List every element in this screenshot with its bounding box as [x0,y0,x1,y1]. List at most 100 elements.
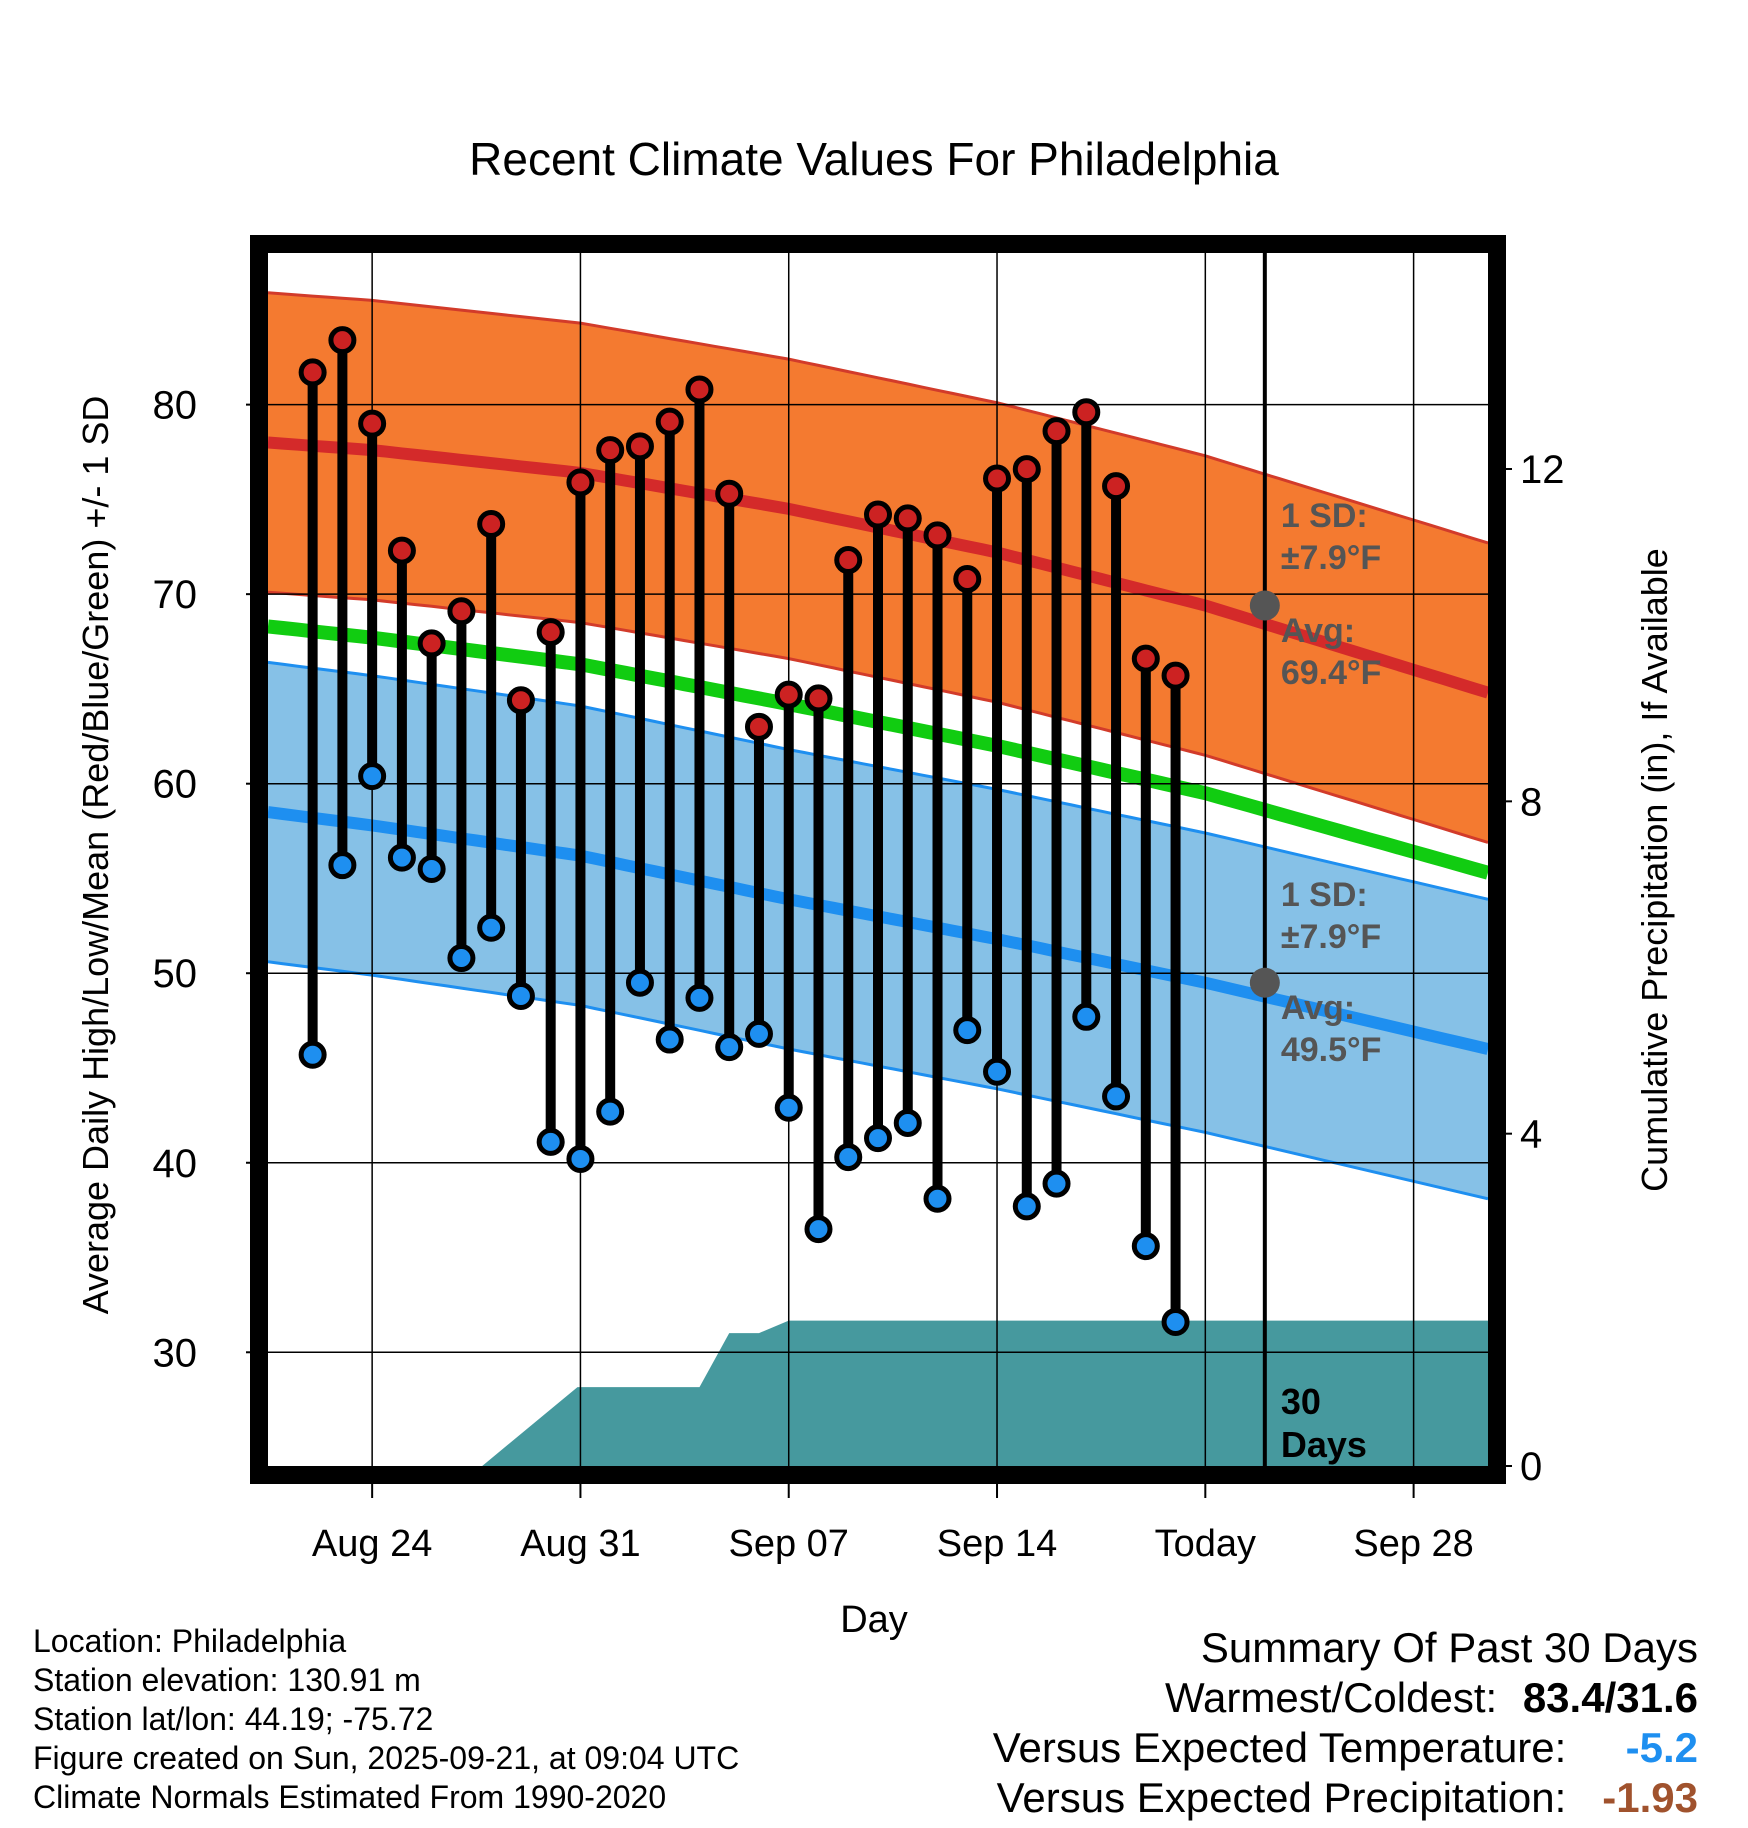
warm-cold-value: 83.4/31.6 [1522,1674,1698,1721]
temp-label: Versus Expected Temperature: [992,1724,1567,1771]
low-temp-point [744,1019,773,1048]
y-tick-label: 30 [153,1331,198,1375]
warm-cold-label: Warmest/Coldest: [1164,1674,1498,1721]
high-temp-point [1072,398,1101,427]
high-temp-point [387,536,416,565]
info-location: Location: Philadelphia [33,1623,347,1659]
high-temp-point [477,510,506,539]
high-temp-point [715,479,744,508]
high-sd-value: ±7.9°F [1281,539,1381,577]
high-temp-point [298,358,327,387]
x-tick-label: Sep 07 [729,1523,849,1565]
high-sd-label: 1 SD: [1281,497,1368,535]
high-temp-point [1161,661,1190,690]
y2-tick-label: 4 [1520,1113,1542,1157]
info-normals: Climate Normals Estimated From 1990-2020 [33,1779,667,1815]
low-temp-point [655,1025,684,1054]
high-temp-point [1042,417,1071,446]
low-temp-point [834,1143,863,1172]
x-axis-label: Day [840,1599,908,1641]
low-temp-point [774,1093,803,1122]
summary-precip: Versus Expected Precipitation: -1.93 [997,1774,1698,1822]
y-tick-label: 70 [153,573,198,617]
high-temp-point [864,500,892,529]
low-temp-point [983,1057,1012,1086]
low-temp-point [298,1040,327,1069]
low-temp-point [536,1127,565,1156]
low-temp-point [566,1144,595,1173]
info-created: Figure created on Sun, 2025-09-21, at 09… [33,1740,740,1776]
high-temp-point [1131,644,1160,673]
info-elevation: Station elevation: 130.91 m [33,1662,421,1698]
info-latlon: Station lat/lon: 44.19; -75.72 [33,1701,434,1737]
high-temp-point [358,409,387,438]
low-temp-point [358,762,387,791]
precip-value: -1.93 [1602,1774,1698,1821]
low-temp-point [1042,1169,1071,1198]
high-temp-point [1012,455,1041,484]
high-temp-point [536,618,565,647]
high-temp-point [804,684,833,713]
chart-title: Recent Climate Values For Philadelphia [469,133,1279,185]
high-temp-point [506,686,535,715]
summary-title: Summary Of Past 30 Days [1200,1624,1698,1671]
low-temp-point [953,1016,982,1045]
station-info: Location: Philadelphia Station elevation… [33,1622,739,1817]
y2-tick-label: 0 [1520,1445,1542,1489]
low-temp-point [625,968,654,997]
low-temp-point [1012,1192,1041,1221]
low-temp-point [1131,1232,1160,1261]
x-tick-label: Aug 24 [312,1523,432,1565]
precip-area [268,1320,1488,1466]
low-temp-point [1102,1082,1131,1111]
low-temp-point [477,913,506,942]
x-tick-label: Sep 14 [937,1523,1057,1565]
low-temp-point [893,1108,922,1137]
high-temp-point [596,436,625,465]
low-avg-label: Avg: [1281,989,1355,1027]
high-temp-point [893,504,922,533]
low-temp-point [1161,1307,1190,1336]
y-tick-label: 80 [153,384,198,428]
low-temp-point [387,843,416,872]
low-temp-point [864,1124,892,1153]
low-avg-marker [1249,967,1280,998]
high-temp-point [655,407,684,436]
summary-temp: Versus Expected Temperature: -5.2 [993,1724,1698,1772]
high-temp-point [417,629,446,658]
high-temp-point [447,597,476,626]
high-temp-point [328,326,357,355]
y2-tick-label: 12 [1520,448,1565,492]
y2-tick-label: 8 [1520,780,1542,824]
low-temp-point [596,1097,625,1126]
high-avg-marker [1249,590,1280,621]
high-avg-value: 69.4°F [1281,654,1382,692]
high-temp-point [953,564,982,593]
y-tick-label: 50 [153,952,198,996]
x-tick-label: Sep 28 [1353,1523,1473,1565]
low-temp-point [923,1184,952,1213]
low-temp-point [328,851,357,880]
low-temp-point [447,944,476,973]
high-avg-label: Avg: [1281,612,1355,650]
high-temp-point [834,546,863,575]
low-temp-point [804,1215,833,1244]
high-temp-point [566,468,595,497]
high-temp-point [983,464,1012,493]
low-temp-point [417,854,446,883]
x-tick-label: Aug 31 [520,1523,640,1565]
y-axis-label: Average Daily High/Low/Mean (Red/Blue/Gr… [75,396,116,1315]
low-sd-value: ±7.9°F [1281,918,1381,956]
precip-label: Versus Expected Precipitation: [996,1774,1567,1821]
low-avg-value: 49.5°F [1281,1031,1382,1069]
high-temp-point [774,680,803,709]
days-word: Days [1281,1424,1367,1465]
high-sd-upper-edge [268,291,1488,545]
low-sd-label: 1 SD: [1281,876,1368,914]
x-tick-label: Today [1155,1523,1256,1565]
summary-warm-cold: Warmest/Coldest: 83.4/31.6 [1165,1674,1698,1722]
high-temp-point [923,521,952,550]
y-tick-label: 60 [153,763,198,807]
high-temp-point [1102,472,1131,501]
